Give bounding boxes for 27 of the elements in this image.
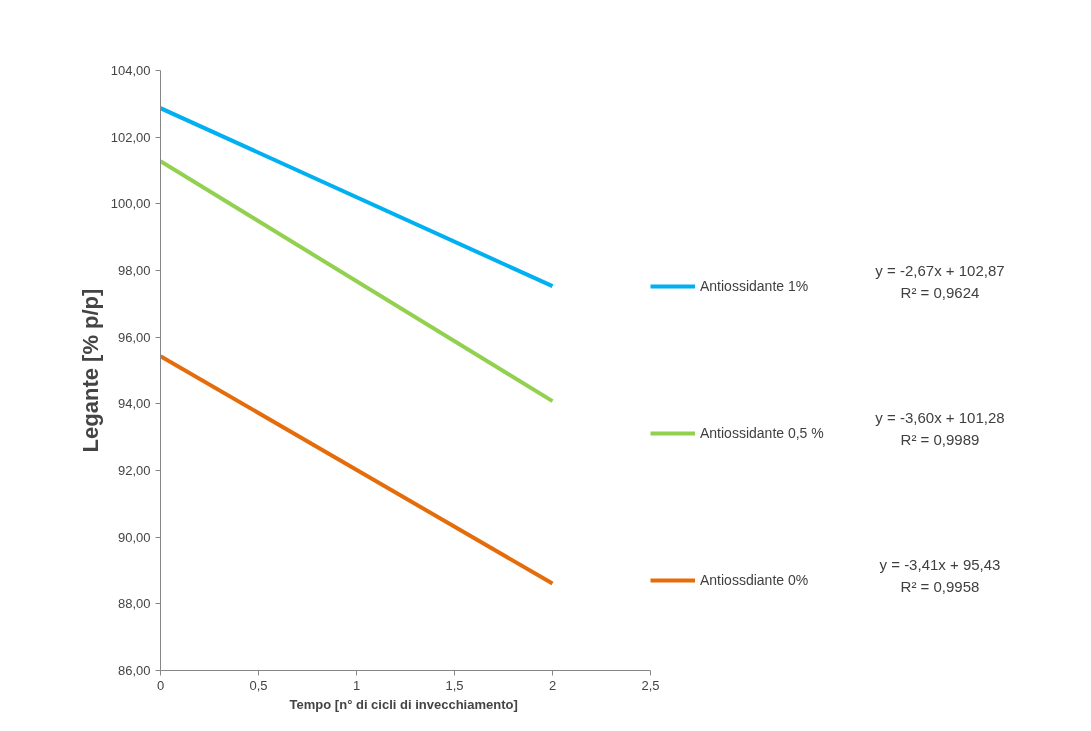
x-tick-label: 0,5 [249, 677, 268, 693]
y-tick-label: 102,00 [110, 129, 151, 145]
text: y = -3,41x + 95,43 [878, 555, 1002, 575]
x-tick-label: 2,5 [641, 677, 660, 693]
text: R² = 0,9989 [899, 430, 981, 450]
text: R² = 0,9624 [899, 283, 981, 303]
y-tick-label: 100,00 [110, 196, 151, 212]
legend-label: Antiossidante 0,5 % [700, 425, 824, 441]
x-tick-label: 1 [352, 677, 361, 693]
y-tick-label: 96,00 [117, 329, 151, 345]
x-tick-label: 1,5 [445, 677, 464, 693]
y-tick-label: 94,00 [117, 396, 151, 412]
y-tick-label: 88,00 [117, 596, 151, 612]
x-tick-label: 0 [156, 677, 165, 693]
x-tick-label: 2 [548, 677, 557, 693]
legend-label: Antiossdiante 0% [700, 572, 809, 588]
y-tick-label: 98,00 [117, 263, 151, 278]
x-axis-title: Tempo [n° di cicli di invecchiamento] [289, 696, 518, 712]
legend-label: Antiossidante 1% [700, 278, 809, 294]
y-tick-label: 92,00 [117, 463, 151, 478]
text: y = -3,60x + 101,28 [874, 408, 1006, 428]
y-axis-title: Legante [% p/p] [77, 288, 103, 453]
text: y = -2,67x + 102,87 [874, 261, 1006, 281]
y-tick-label: 86,00 [117, 663, 151, 678]
y-tick-label: 104,00 [110, 63, 151, 78]
y-tick-label: 90,00 [117, 529, 151, 545]
text: R² = 0,9958 [899, 577, 981, 597]
